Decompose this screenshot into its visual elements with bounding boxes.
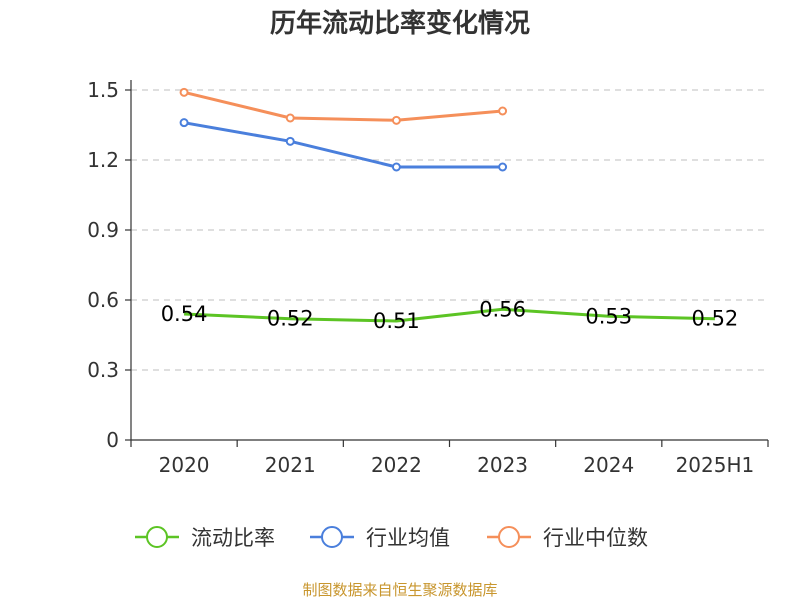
x-tick-label: 2021	[265, 453, 316, 477]
data-label: 0.52	[692, 307, 739, 331]
legend: 流动比率 行业均值 行业中位数	[135, 526, 648, 550]
x-tick-label: 2025H1	[676, 453, 755, 477]
y-tick-label: 0	[106, 428, 119, 452]
legend-label: 流动比率	[191, 526, 275, 550]
data-label: 0.51	[373, 309, 420, 333]
y-tick-label: 0.9	[87, 218, 119, 242]
legend-swatch-marker	[146, 526, 168, 548]
y-tick-label: 0.6	[87, 288, 119, 312]
series-point-2	[498, 106, 508, 116]
x-tick-label: 2020	[159, 453, 210, 477]
chart-title: 历年流动比率变化情况	[270, 8, 530, 39]
legend-label: 行业中位数	[543, 526, 648, 550]
data-label: 0.52	[267, 307, 314, 331]
y-tick-label: 1.2	[87, 148, 119, 172]
series-point-1	[498, 162, 508, 172]
series-point-2	[285, 113, 295, 123]
legend-label: 行业均值	[366, 526, 450, 550]
series-point-1	[391, 162, 401, 172]
legend-swatch-marker	[498, 526, 520, 548]
series-line-1	[183, 121, 503, 169]
grid	[131, 89, 768, 371]
series-point-2	[179, 87, 189, 97]
legend-swatch-marker	[321, 526, 343, 548]
axes: 0 0.3 0.6 0.9 1.2 1.5 2020 2021 2022 2023 2024 2025…	[87, 78, 769, 477]
x-tick-label: 2024	[583, 453, 634, 477]
source-note: 制图数据来自恒生聚源数据库	[302, 581, 497, 599]
data-label: 0.56	[479, 297, 526, 321]
x-tick-label: 2023	[477, 453, 528, 477]
data-label: 0.53	[585, 304, 632, 328]
series-point-2	[391, 115, 401, 125]
y-tick-label: 0.3	[87, 358, 119, 382]
x-tick-label: 2022	[371, 453, 422, 477]
series-line-0	[184, 307, 715, 323]
series-layer: 0.54 0.52 0.51 0.56 0.53 0.52	[161, 87, 739, 333]
series-point-1	[285, 136, 295, 146]
data-label: 0.54	[161, 302, 208, 326]
series-line-2	[183, 90, 503, 122]
y-tick-label: 1.5	[87, 78, 119, 102]
series-point-1	[179, 118, 189, 128]
